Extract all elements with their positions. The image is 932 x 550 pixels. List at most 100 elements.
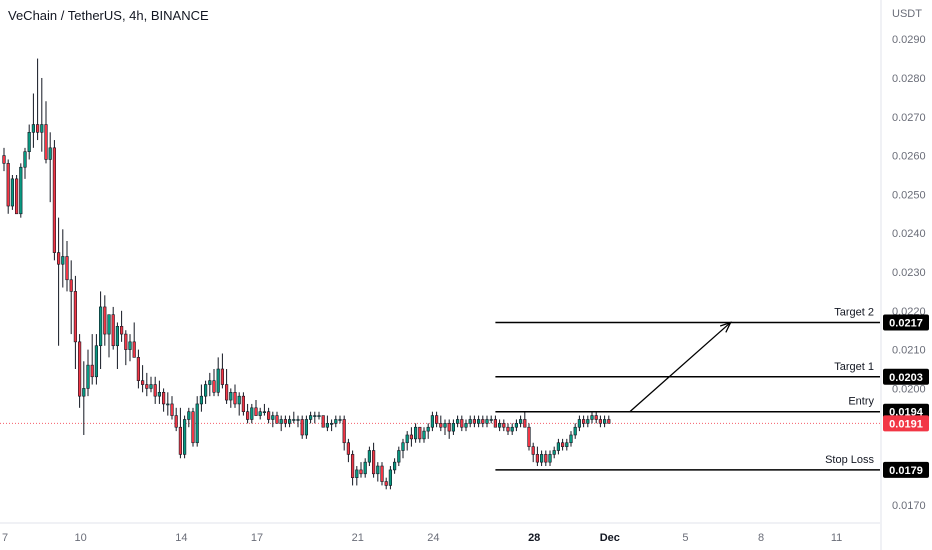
candle-body <box>497 423 502 428</box>
candle-body <box>464 423 468 428</box>
candle-body <box>254 407 258 416</box>
candle-body <box>283 419 288 424</box>
candle-body <box>48 147 52 160</box>
candle-body <box>367 450 372 463</box>
candle-body <box>342 419 346 444</box>
candle-body <box>430 415 435 428</box>
candle-body <box>334 419 338 424</box>
level-name-label: Stop Loss <box>825 454 874 466</box>
candle-body <box>52 147 56 253</box>
trend-arrow-line <box>629 321 732 413</box>
candle-body <box>90 364 94 378</box>
candle-body <box>397 450 401 463</box>
candle-body <box>514 423 518 428</box>
candle-body <box>359 469 363 475</box>
candle-body <box>607 419 611 424</box>
level-price-badge-bg <box>883 368 929 385</box>
x-tick-label: 14 <box>175 532 187 544</box>
candle-body <box>565 442 569 447</box>
candle-body <box>581 419 586 424</box>
candle-body <box>287 419 292 424</box>
x-tick-label: Dec <box>600 532 620 544</box>
candle-body <box>183 419 187 455</box>
candle-body <box>476 419 481 424</box>
level-price-badge-bg <box>883 461 929 478</box>
candle-body <box>56 252 61 265</box>
candle-body <box>145 384 149 389</box>
candle-body <box>527 426 531 447</box>
y-tick-label: 0.0280 <box>892 73 926 85</box>
candle-body <box>6 163 10 207</box>
x-tick-label: 24 <box>427 532 439 544</box>
candle-body <box>371 450 376 475</box>
candle-body <box>590 415 594 420</box>
candle-body <box>443 423 447 428</box>
candle-body <box>300 419 304 436</box>
candle-body <box>447 423 451 432</box>
candle-body <box>376 465 380 475</box>
candle-body <box>35 124 40 133</box>
candle-body <box>468 419 472 424</box>
candle-body <box>304 419 309 436</box>
candle-body <box>602 419 607 424</box>
x-tick-label: 7 <box>2 532 8 544</box>
level-name-label: Target 1 <box>834 361 874 373</box>
candle-body <box>401 442 405 451</box>
currency-label: USDT <box>892 8 922 20</box>
candle-body <box>128 341 132 350</box>
candle-body <box>174 415 178 428</box>
candle-body <box>506 426 510 432</box>
candle-body <box>65 256 69 281</box>
candle-body <box>279 419 283 424</box>
candle-body <box>241 395 246 413</box>
candle-body <box>418 426 422 440</box>
candle-body <box>569 434 573 444</box>
candle-body <box>86 364 90 389</box>
candle-body <box>266 411 271 420</box>
candle-body <box>31 124 35 133</box>
candle-body <box>271 415 275 420</box>
candle-body <box>195 403 199 444</box>
candle-body <box>115 326 119 347</box>
candle-body <box>94 345 98 378</box>
candle-body <box>317 415 321 417</box>
candle-body <box>136 357 141 381</box>
candle-body <box>308 415 313 420</box>
candle-body <box>149 384 153 389</box>
candle-body <box>162 391 166 405</box>
last-price-badge-bg <box>883 415 929 432</box>
level-price-badge: 0.0179 <box>889 465 923 477</box>
candle-body <box>220 368 225 385</box>
y-tick-label: 0.0210 <box>892 345 926 357</box>
candle-body <box>552 450 556 455</box>
candle-body <box>485 419 489 424</box>
candle-body <box>120 326 124 335</box>
candle-body <box>82 388 86 397</box>
candle-body <box>124 333 128 350</box>
candle-body <box>350 454 355 478</box>
level-price-badge-bg <box>883 314 929 331</box>
x-tick-label: 10 <box>74 532 86 544</box>
candle-body <box>413 426 418 440</box>
candle-body <box>44 124 48 160</box>
candle-body <box>141 380 145 385</box>
candle-body <box>292 419 296 421</box>
candle-body <box>40 124 44 133</box>
x-tick-label: 21 <box>352 532 364 544</box>
candle-body <box>73 291 77 343</box>
candle-body <box>502 423 506 428</box>
candle-body <box>363 461 367 475</box>
candle-body <box>338 419 342 421</box>
x-tick-label: 17 <box>251 532 263 544</box>
level-price-badge: 0.0203 <box>889 372 923 384</box>
y-tick-label: 0.0250 <box>892 189 926 201</box>
y-tick-label: 0.0260 <box>892 151 926 163</box>
candle-body <box>2 155 6 164</box>
candle-body <box>556 442 560 451</box>
candle-body <box>208 380 212 385</box>
candle-body <box>69 279 73 292</box>
candle-body <box>153 384 157 397</box>
candle-body <box>405 434 409 444</box>
candle-body <box>481 419 485 424</box>
